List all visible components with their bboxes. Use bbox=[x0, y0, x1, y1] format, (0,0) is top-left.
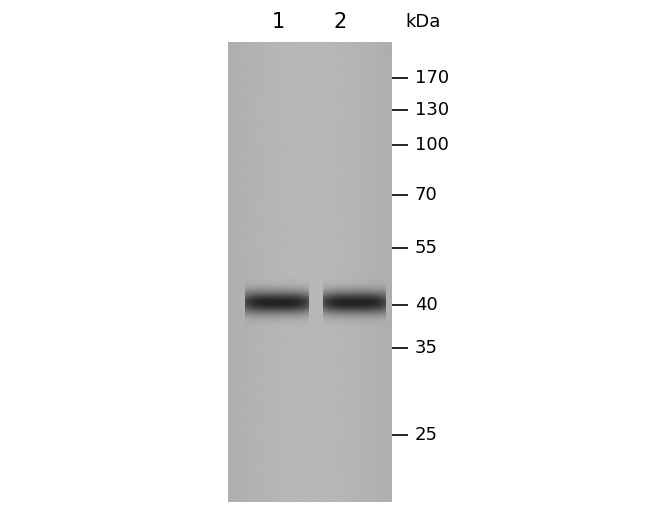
Text: 35: 35 bbox=[415, 339, 438, 357]
Text: 170: 170 bbox=[415, 69, 449, 87]
Text: 130: 130 bbox=[415, 101, 449, 119]
Text: 100: 100 bbox=[415, 136, 449, 154]
Text: 70: 70 bbox=[415, 186, 437, 204]
Text: 1: 1 bbox=[272, 12, 285, 32]
Text: 25: 25 bbox=[415, 426, 438, 444]
Text: 2: 2 bbox=[333, 12, 346, 32]
Text: 55: 55 bbox=[415, 239, 438, 257]
Text: kDa: kDa bbox=[405, 13, 441, 31]
Text: 40: 40 bbox=[415, 296, 437, 314]
